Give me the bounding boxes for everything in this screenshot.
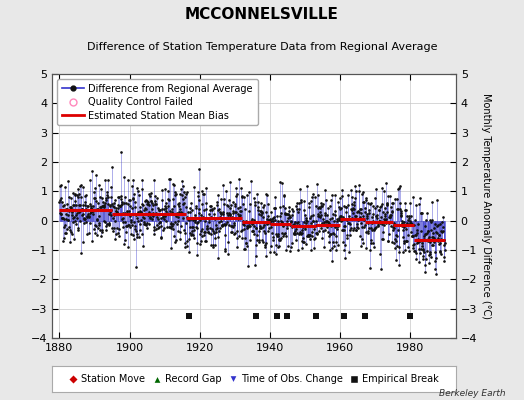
- Text: Berkeley Earth: Berkeley Earth: [439, 389, 506, 398]
- Text: MCCONNELSVILLE: MCCONNELSVILLE: [185, 7, 339, 22]
- Y-axis label: Monthly Temperature Anomaly Difference (°C): Monthly Temperature Anomaly Difference (…: [481, 93, 491, 319]
- Text: Difference of Station Temperature Data from Regional Average: Difference of Station Temperature Data f…: [87, 42, 437, 52]
- Legend: Difference from Regional Average, Quality Control Failed, Estimated Station Mean: Difference from Regional Average, Qualit…: [57, 79, 258, 125]
- Legend: Station Move, Record Gap, Time of Obs. Change, Empirical Break: Station Move, Record Gap, Time of Obs. C…: [66, 370, 443, 388]
